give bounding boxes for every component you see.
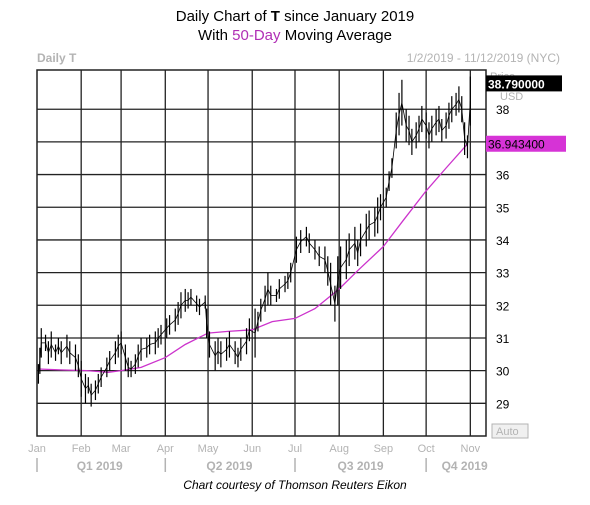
- series-moving-average: [38, 143, 468, 373]
- auto-scale-toggle: [491, 423, 529, 439]
- title-line2-suffix: Moving Average: [280, 27, 392, 44]
- last-price-value: 38.790000: [488, 77, 545, 91]
- quarter-label: Q4 2019: [442, 459, 488, 473]
- y-tick-label: 32: [496, 299, 510, 313]
- title-suffix: since January 2019: [279, 8, 415, 25]
- x-tick-label: Oct: [418, 443, 435, 455]
- quarter-label: Q2 2019: [206, 459, 252, 473]
- y-tick-label: 31: [496, 332, 510, 346]
- x-tick-label: Mar: [112, 443, 131, 455]
- y-tick-label: 36: [496, 169, 510, 183]
- y-tick-label: 33: [496, 267, 510, 281]
- x-tick-label: Aug: [329, 443, 349, 455]
- title-line2-prefix: With: [198, 27, 233, 44]
- series-price: [38, 98, 471, 397]
- x-tick-label: Jun: [243, 443, 261, 455]
- ma-value: 36.943400: [488, 138, 545, 152]
- x-tick-label: Jan: [28, 443, 46, 455]
- plot-frame: [36, 69, 487, 437]
- x-tick-label: May: [198, 443, 219, 455]
- chart-credit: Chart courtesy of Thomson Reuters Eikon: [183, 478, 407, 492]
- title-ma-period: 50-Day: [232, 27, 281, 44]
- chart-title-line1: Daily Chart of T since January 2019: [0, 8, 590, 25]
- x-tick-label: Sep: [374, 443, 394, 455]
- x-tick-label: Nov: [461, 443, 481, 455]
- x-tick-label: Feb: [72, 443, 91, 455]
- y-tick-label: 30: [496, 365, 510, 379]
- chart-title-line2: With 50-Day Moving Average: [0, 27, 590, 44]
- x-tick-label: Jul: [288, 443, 302, 455]
- title-ticker: T: [270, 8, 280, 25]
- y-tick-label: 29: [496, 397, 510, 411]
- panel-date-range: 1/2/2019 - 11/12/2019 (NYC): [407, 51, 560, 65]
- ma-value-tag: [486, 135, 566, 152]
- x-tick-label: Apr: [157, 443, 174, 455]
- title-prefix: Daily Chart of: [175, 8, 271, 25]
- panel-left-label: Daily T: [37, 51, 77, 65]
- auto-scale-label: Auto: [496, 426, 519, 438]
- quarter-label: Q1 2019: [77, 459, 123, 473]
- last-price-tag: [486, 75, 562, 92]
- quarter-label: Q3 2019: [338, 459, 384, 473]
- y-tick-label: 35: [496, 201, 510, 215]
- y-tick-label: 34: [496, 234, 510, 248]
- currency-label: USD: [500, 91, 523, 103]
- y-tick-label: 38: [496, 103, 510, 117]
